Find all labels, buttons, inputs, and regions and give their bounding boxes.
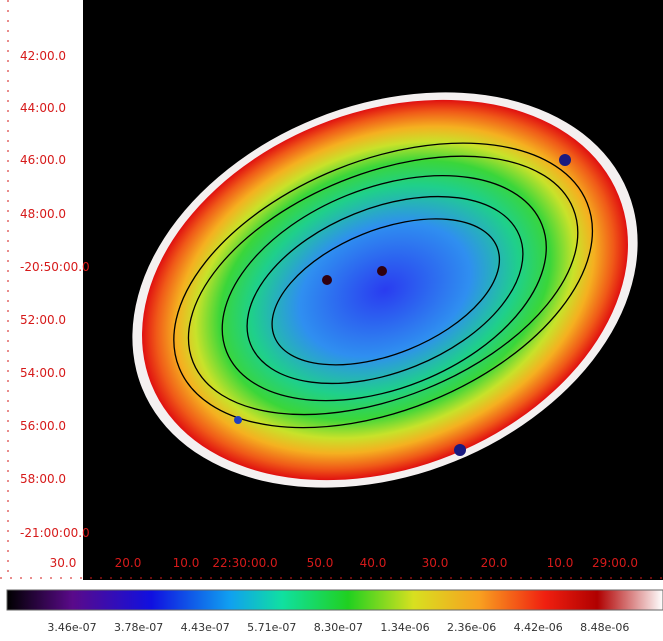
ra-label: 50.0 — [307, 556, 334, 570]
ra-label: 30.0 — [50, 556, 77, 570]
ra-label: 30.0 — [422, 556, 449, 570]
nebula — [132, 92, 638, 488]
ra-label: 22:30:00.0 — [212, 556, 277, 570]
dec-label: 44:00.0 — [20, 101, 66, 115]
colorbar-label: 8.48e-06 — [580, 621, 629, 634]
star — [454, 444, 466, 456]
colorbar-label: 2.36e-06 — [447, 621, 496, 634]
colorbar-label: 4.43e-07 — [181, 621, 230, 634]
dec-label: -21:00:00.0 — [20, 526, 90, 540]
dec-label: 48:00.0 — [20, 207, 66, 221]
dec-label: -20:50:00.0 — [20, 260, 90, 274]
dec-label: 42:00.0 — [20, 49, 66, 63]
ra-label: 20.0 — [115, 556, 142, 570]
ra-label: 10.0 — [547, 556, 574, 570]
dec-label: 54:00.0 — [20, 366, 66, 380]
colorbar-label: 3.46e-07 — [47, 621, 96, 634]
colorbar-label: 5.71e-07 — [247, 621, 296, 634]
colorbar-label: 3.78e-07 — [114, 621, 163, 634]
star — [234, 416, 242, 424]
ra-label: 20.0 — [481, 556, 508, 570]
colorbar-label: 1.34e-06 — [380, 621, 429, 634]
ra-label: 10.0 — [173, 556, 200, 570]
dec-label: 56:00.0 — [20, 419, 66, 433]
star — [559, 154, 571, 166]
dec-label: 46:00.0 — [20, 153, 66, 167]
star — [377, 266, 387, 276]
colorbar — [6, 589, 663, 611]
dec-label: 52:00.0 — [20, 313, 66, 327]
star — [322, 275, 332, 285]
colorbar-label: 4.42e-06 — [514, 621, 563, 634]
ra-label: 40.0 — [360, 556, 387, 570]
colorbar-label: 8.30e-07 — [314, 621, 363, 634]
ra-label: 29:00.0 — [592, 556, 638, 570]
dec-label: 58:00.0 — [20, 472, 66, 486]
